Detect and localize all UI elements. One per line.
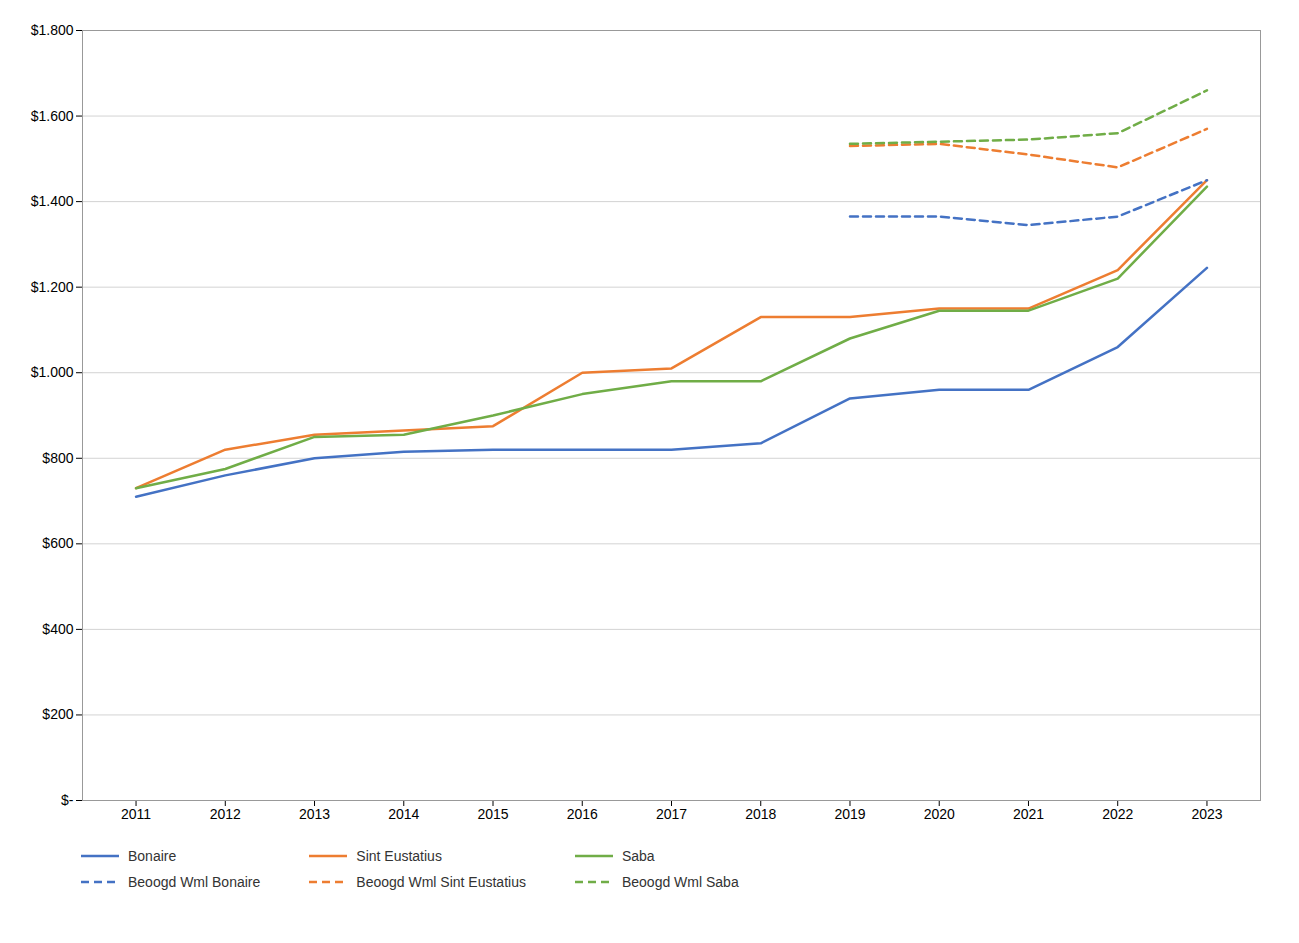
svg-text:$400: $400 <box>42 621 73 637</box>
svg-text:$600: $600 <box>42 535 73 551</box>
html-text:Beoogd Wml Sint Eustatius: Beoogd Wml Sint Eustatius <box>356 874 526 890</box>
svg-text:2022: 2022 <box>1102 806 1133 822</box>
html-text:Beoogd Wml Bonaire: Beoogd Wml Bonaire <box>128 874 261 890</box>
html-text:Bonaire: Bonaire <box>128 848 177 864</box>
svg-text:2015: 2015 <box>477 806 508 822</box>
svg-text:$200: $200 <box>42 706 73 722</box>
html-text:Sint Eustatius: Sint Eustatius <box>356 848 442 864</box>
svg-text:2018: 2018 <box>745 806 776 822</box>
svg-text:2017: 2017 <box>656 806 687 822</box>
svg-text:2021: 2021 <box>1013 806 1044 822</box>
svg-text:$1.400: $1.400 <box>31 193 74 209</box>
svg-text:2016: 2016 <box>567 806 598 822</box>
svg-text:$1.200: $1.200 <box>31 279 74 295</box>
svg-text:2020: 2020 <box>924 806 955 822</box>
svg-text:$1.000: $1.000 <box>31 364 74 380</box>
svg-text:2014: 2014 <box>388 806 419 822</box>
svg-text:2012: 2012 <box>210 806 241 822</box>
svg-text:2011: 2011 <box>121 806 151 822</box>
svg-text:$1.800: $1.800 <box>31 22 74 38</box>
html-text:Beoogd Wml Saba: Beoogd Wml Saba <box>621 874 739 890</box>
html-text:Saba: Saba <box>621 848 655 864</box>
svg-text:$800: $800 <box>42 450 73 466</box>
svg-text:$1.600: $1.600 <box>31 108 74 124</box>
svg-text:2013: 2013 <box>299 806 330 822</box>
svg-text:2019: 2019 <box>834 806 865 822</box>
svg-text:$-: $- <box>61 792 74 808</box>
svg-text:2023: 2023 <box>1191 806 1222 822</box>
